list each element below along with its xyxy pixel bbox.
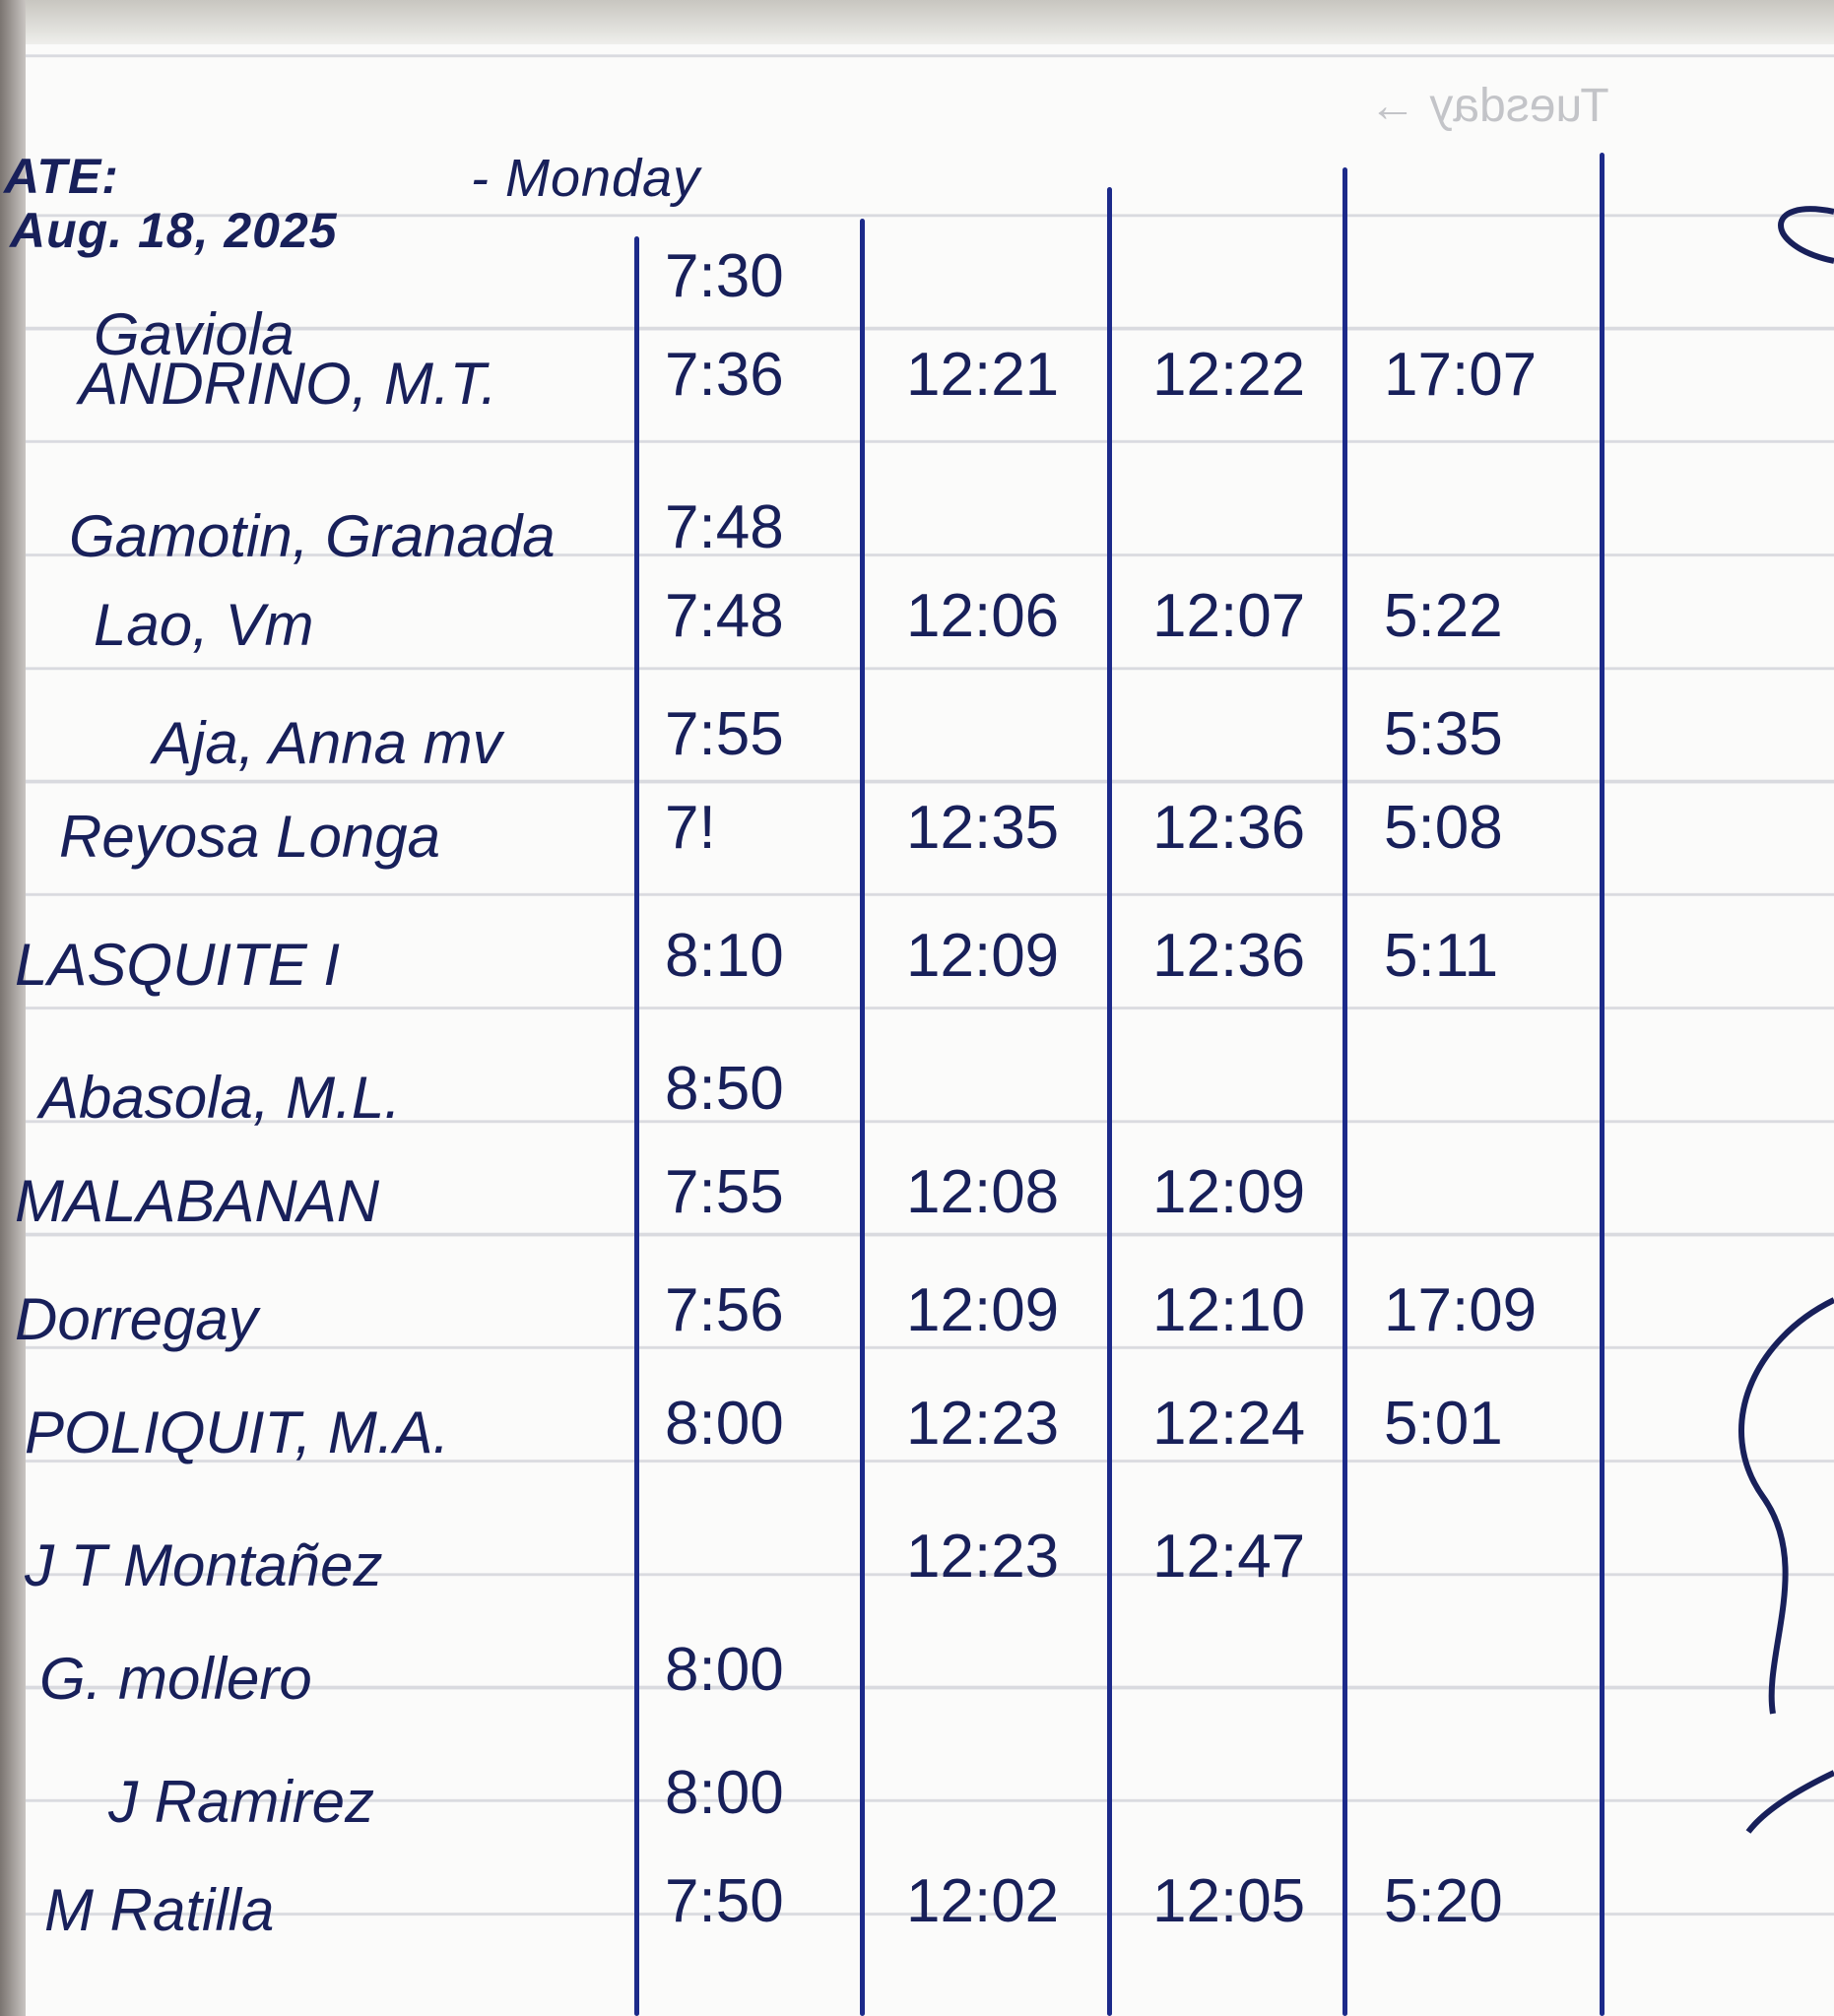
employee-name: M Ratilla [44,1877,275,1943]
employee-name: G. mollero [39,1646,312,1712]
notebook-page [22,44,1834,2016]
time-out-am: 12:02 [906,1867,1060,1935]
time-in-am: 8:10 [665,922,784,990]
employee-name: Gaviola [94,301,295,367]
time-in-am: 8:50 [665,1055,784,1123]
column-rule-3 [1107,187,1112,2016]
time-out-pm: 5:11 [1384,922,1499,990]
time-in-am: 7:55 [665,700,784,768]
employee-name: MALABANAN [15,1168,380,1234]
time-in-am: 8:00 [665,1636,784,1704]
time-in-am: 7:56 [665,1276,784,1344]
time-out-am: 12:09 [906,922,1060,990]
employee-name: Lao, Vm [94,592,314,658]
time-out-am: 12:06 [906,582,1060,650]
employee-name: Abasola, M.L. [39,1065,401,1131]
time-in-pm: 12:22 [1152,341,1306,409]
employee-name: J T Montañez [25,1532,383,1598]
time-out-pm: 17:09 [1384,1276,1538,1344]
time-in-pm: 12:36 [1152,794,1306,862]
time-in-pm: 12:09 [1152,1158,1306,1226]
time-out-am: 12:35 [906,794,1060,862]
employee-name: Dorregay [15,1286,258,1352]
binding-edge [0,0,26,2016]
time-in-pm: 12:24 [1152,1390,1306,1458]
time-out-am: 12:23 [906,1390,1060,1458]
employee-name: Reyosa Longa [59,804,440,870]
time-in-am: 7:36 [665,341,784,409]
date-value: Aug. 18, 2025 [10,203,338,258]
employee-name: LASQUITE I [15,932,341,998]
column-rule-1 [634,236,639,2016]
page-top-shadow [0,0,1834,47]
time-in-am: 7:48 [665,493,784,561]
time-out-am: 12:08 [906,1158,1060,1226]
employee-name: Aja, Anna mv [153,710,502,776]
time-in-am: 7:30 [665,242,784,310]
time-in-am: 8:00 [665,1390,784,1458]
time-in-am: 7:48 [665,582,784,650]
time-in-am: 7! [665,794,716,862]
time-in-am: 7:55 [665,1158,784,1226]
time-in-pm: 12:07 [1152,582,1306,650]
column-rule-2 [860,219,865,2016]
time-out-pm: 5:08 [1384,794,1503,862]
employee-name: POLIQUIT, M.A. [25,1399,450,1465]
time-in-am: 8:00 [665,1759,784,1827]
date-label: ATE: [4,149,119,204]
time-in-pm: 12:47 [1152,1523,1306,1591]
time-in-pm: 12:05 [1152,1867,1306,1935]
time-out-am: 12:21 [906,341,1060,409]
time-out-pm: 5:22 [1384,582,1503,650]
employee-name: J Ramirez [108,1769,375,1835]
time-out-am: 12:09 [906,1276,1060,1344]
time-in-am: 7:50 [665,1867,784,1935]
time-in-pm: 12:36 [1152,922,1306,990]
time-out-pm: 5:35 [1384,700,1503,768]
column-rule-4 [1343,167,1347,2016]
time-out-pm: 5:20 [1384,1867,1503,1935]
time-out-am: 12:23 [906,1523,1060,1591]
column-rule-5 [1600,153,1605,2016]
time-out-pm: 17:07 [1384,341,1538,409]
time-out-pm: 5:01 [1384,1390,1503,1458]
employee-name: ANDRINO, M.T. [79,351,497,417]
time-in-pm: 12:10 [1152,1276,1306,1344]
day-label: - Monday [471,149,701,208]
employee-name: Gamotin, Granada [69,503,556,569]
